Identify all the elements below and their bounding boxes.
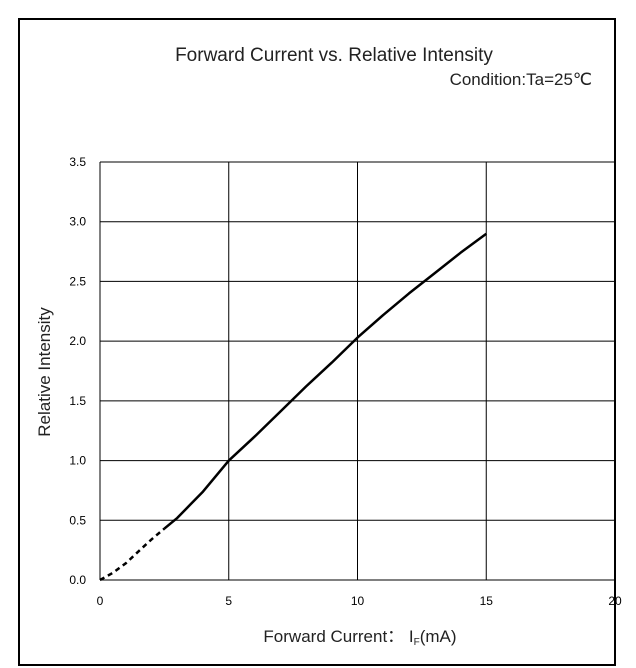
chart-frame <box>18 18 616 666</box>
y-tick-label: 0.5 <box>69 513 86 527</box>
data-lines <box>99 232 488 582</box>
x-axis-label-prefix: Forward Current： I <box>263 627 413 646</box>
y-tick-label: 3.5 <box>69 155 86 169</box>
x-axis-label: Forward Current： IF(mA) <box>263 627 456 648</box>
x-axis-label-subscript: F <box>414 637 420 648</box>
x-tick-label: 10 <box>351 594 365 608</box>
series-line-solid <box>163 232 488 530</box>
x-tick-label: 0 <box>97 594 104 608</box>
x-axis-label-suffix: (mA) <box>420 627 457 646</box>
y-tick-label: 3.0 <box>69 215 86 229</box>
y-tick-label: 1.5 <box>69 394 86 408</box>
x-tick-label: 5 <box>225 594 232 608</box>
series-line-dashed <box>99 527 166 582</box>
chart-subtitle: Condition:Ta=25℃ <box>449 70 592 89</box>
x-tick-label: 20 <box>608 594 622 608</box>
y-tick-label: 2.5 <box>69 274 86 288</box>
y-tick-label: 2.0 <box>69 334 86 348</box>
x-tick-label: 15 <box>480 594 494 608</box>
y-axis-label: Relative Intensity <box>35 307 54 437</box>
y-tick-label: 1.0 <box>69 454 86 468</box>
y-tick-label: 0.0 <box>69 573 86 587</box>
chart-title: Forward Current vs. Relative Intensity <box>175 45 493 66</box>
grid <box>99 161 616 581</box>
ticks: 0.0 0.5 1.0 1.5 2.0 2.5 3.0 3.5 0 5 10 15 20 <box>69 155 622 608</box>
